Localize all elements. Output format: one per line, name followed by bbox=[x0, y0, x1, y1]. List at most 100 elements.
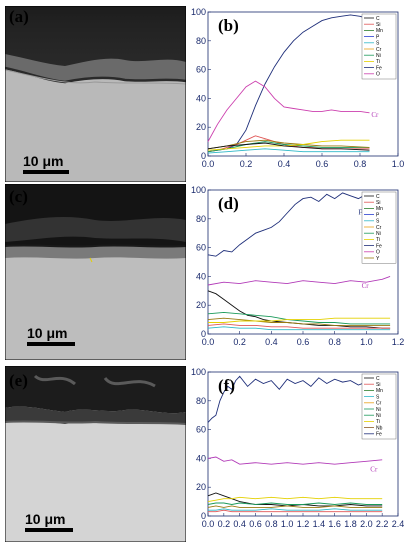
x-tick-label: 2.2 bbox=[376, 519, 389, 529]
y-tick-label: 0 bbox=[201, 151, 206, 161]
legend-entry: C bbox=[376, 376, 380, 382]
legend-entry: Ni bbox=[376, 407, 381, 413]
legend-entry: Nb bbox=[376, 425, 383, 431]
sem-image-a: (a) 10 μm bbox=[5, 6, 186, 182]
legend-entry: O bbox=[376, 250, 380, 256]
series-line-c bbox=[207, 492, 383, 507]
plot-frame bbox=[207, 11, 399, 157]
x-tick-label: 1.4 bbox=[313, 519, 326, 529]
x-tick-label: 1.2 bbox=[297, 519, 310, 529]
y-tick-label: 60 bbox=[196, 65, 206, 75]
series-line-cr bbox=[207, 456, 383, 465]
y-tick-label: 20 bbox=[196, 300, 206, 310]
x-tick-label: 1.0 bbox=[281, 519, 294, 529]
legend-entry: Mn bbox=[376, 28, 383, 34]
x-tick-label: 1.2 bbox=[392, 337, 405, 347]
legend-entry: Cr bbox=[376, 47, 382, 53]
x-tick-label: 0.6 bbox=[316, 159, 329, 169]
sem-image-c: (c) 10 μm bbox=[5, 184, 186, 360]
series-line-fe bbox=[207, 192, 391, 257]
y-tick-label: 40 bbox=[196, 453, 206, 463]
legend-entry: Mn bbox=[376, 388, 383, 394]
x-tick-label: 0.2 bbox=[233, 337, 246, 347]
legend-entry: Si bbox=[376, 22, 380, 28]
legend-entry: Si bbox=[376, 382, 380, 388]
series-line-c bbox=[207, 290, 391, 329]
legend-entry: Ni bbox=[376, 231, 381, 237]
series-line-si bbox=[207, 326, 391, 331]
legend-entry: Ti bbox=[376, 237, 380, 243]
series-annotation: Cr bbox=[362, 282, 370, 290]
x-tick-label: 0.6 bbox=[297, 337, 310, 347]
series-line-fe bbox=[207, 375, 383, 423]
series-line-fe bbox=[207, 14, 370, 153]
sem-label: (e) bbox=[9, 371, 28, 390]
series-annotation: Cr bbox=[371, 111, 379, 119]
legend-entry: Fe bbox=[376, 65, 382, 71]
scale-bar bbox=[23, 170, 69, 174]
x-tick-label: 0.4 bbox=[233, 519, 246, 529]
legend-entry: Y bbox=[376, 256, 380, 262]
chart-panel-label: (b) bbox=[218, 16, 239, 35]
legend-entry: Cr bbox=[376, 401, 382, 407]
series-line-si bbox=[207, 148, 370, 154]
x-tick-label: 0.4 bbox=[278, 159, 291, 169]
legend-entry: Cr bbox=[376, 225, 382, 231]
y-tick-label: 60 bbox=[196, 425, 206, 435]
legend-box bbox=[361, 191, 397, 264]
x-tick-label: 0.0 bbox=[202, 519, 215, 529]
x-tick-label: 0.0 bbox=[202, 159, 215, 169]
y-tick-label: 20 bbox=[196, 122, 206, 132]
y-tick-label: 60 bbox=[196, 243, 206, 253]
y-tick-label: 100 bbox=[191, 367, 206, 377]
y-tick-label: 0 bbox=[201, 329, 206, 339]
x-tick-label: 1.8 bbox=[344, 519, 357, 529]
x-tick-label: 0.6 bbox=[249, 519, 262, 529]
series-line-mn bbox=[207, 139, 370, 150]
series-line-ni bbox=[207, 502, 383, 505]
legend-entry: S bbox=[376, 219, 380, 225]
legend-entry: C bbox=[376, 16, 380, 22]
panel-row-3: (e) 10 μm 0 20 40 60 80 100 0.0 0.2 0.4 0.6 0.8 1.0… bbox=[0, 366, 411, 544]
series-line-nb bbox=[208, 509, 383, 513]
scale-bar-label: 10 μm bbox=[23, 153, 63, 169]
y-tick-label: 80 bbox=[196, 214, 206, 224]
scale-bar-label: 10 μm bbox=[25, 511, 65, 527]
series-line-ni bbox=[207, 141, 370, 153]
series-line-o bbox=[207, 323, 391, 329]
x-tick-label: 1.6 bbox=[328, 519, 341, 529]
eds-line-chart-b: 0 20 40 60 80 100 0.0 0.2 0.4 0.6 0.8 1.0 (b) Fe Cr CSi… bbox=[190, 6, 411, 184]
legend-entry: S bbox=[376, 394, 380, 400]
eds-line-chart-f: 0 20 40 60 80 100 0.0 0.2 0.4 0.6 0.8 1.0 1.2 1.4 1.6 1… bbox=[190, 366, 411, 544]
chart-panel-label: (d) bbox=[218, 194, 239, 213]
x-tick-label: 2.4 bbox=[392, 519, 405, 529]
chart-panel-label: (f) bbox=[218, 376, 235, 395]
y-tick-label: 40 bbox=[196, 271, 206, 281]
x-tick-label: 0.8 bbox=[354, 159, 367, 169]
legend-entry: C bbox=[376, 194, 380, 200]
y-tick-label: 80 bbox=[196, 36, 206, 46]
series-line-ti bbox=[208, 317, 391, 323]
legend-entry: Ti bbox=[376, 59, 380, 65]
legend-entry: Mn bbox=[376, 206, 383, 212]
legend-entry: S bbox=[376, 41, 380, 47]
series-line-ti bbox=[207, 496, 383, 503]
legend-entry: Ni bbox=[376, 53, 381, 59]
x-tick-label: 0.4 bbox=[265, 337, 278, 347]
panel-row-1: (a) 10 μm 0 20 40 60 80 100 0.0 0.2 0.4 0.6 0.8 1.0… bbox=[0, 6, 411, 184]
x-tick-label: 0.2 bbox=[240, 159, 253, 169]
x-tick-label: 0.2 bbox=[218, 519, 231, 529]
series-line-si bbox=[208, 508, 383, 511]
y-tick-label: 80 bbox=[196, 396, 206, 406]
sem-label: (a) bbox=[9, 7, 29, 26]
series-line-ni bbox=[207, 311, 391, 325]
scale-bar bbox=[27, 342, 75, 346]
legend-entry: Fe bbox=[376, 243, 382, 249]
y-tick-label: 0 bbox=[201, 511, 206, 521]
x-tick-label: 0.8 bbox=[328, 337, 341, 347]
series-line-c bbox=[207, 142, 370, 151]
series-annotation: Cr bbox=[370, 465, 378, 473]
legend-entry: O bbox=[376, 72, 380, 78]
legend-entry: Si bbox=[376, 200, 380, 206]
legend-entry: Fe bbox=[376, 432, 382, 438]
